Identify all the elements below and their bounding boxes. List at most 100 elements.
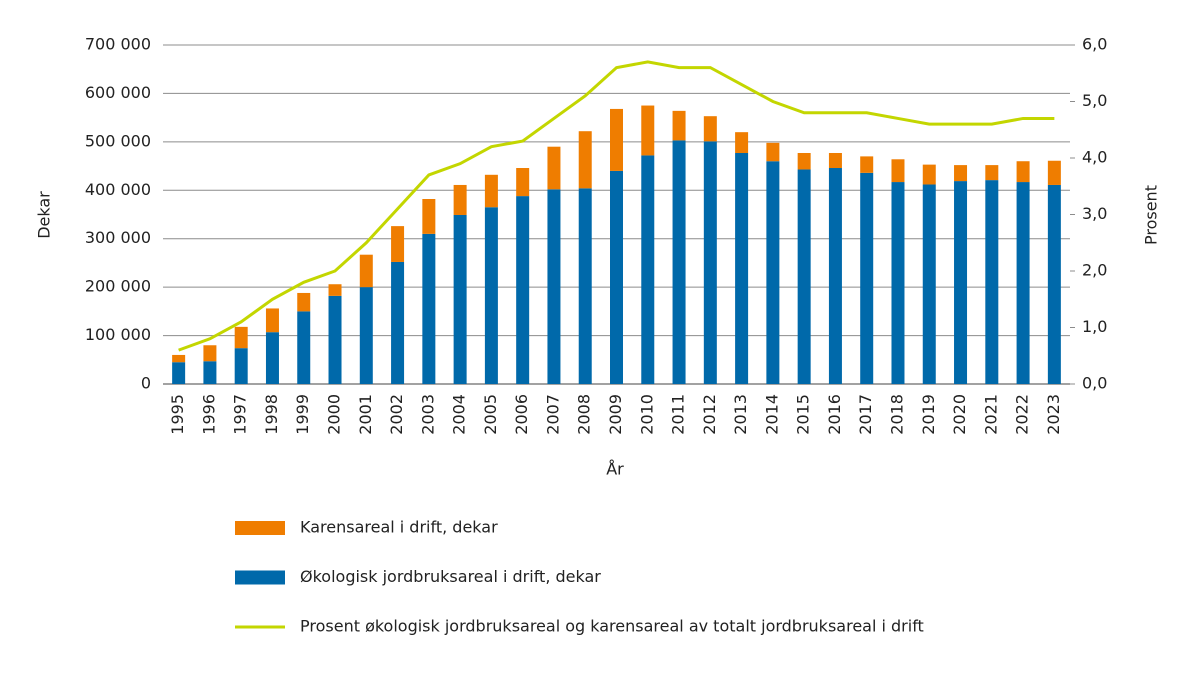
bar: [954, 181, 968, 384]
y2-tick-label: 1,0: [1082, 317, 1107, 336]
legend-swatch: [235, 570, 285, 585]
bar: [672, 110, 686, 141]
x-tick-label: 2005: [481, 394, 500, 435]
x-tick-label: 1999: [293, 394, 312, 435]
x-tick-label: 2022: [1013, 394, 1032, 435]
bar: [391, 261, 405, 384]
bar: [172, 354, 186, 363]
x-tick-label: 2011: [669, 394, 688, 435]
x-tick-label: 2016: [825, 394, 844, 435]
bar: [422, 233, 436, 384]
bar: [578, 131, 592, 189]
x-axis-title: År: [606, 460, 624, 479]
bar: [985, 165, 999, 181]
y2-tick-label: 5,0: [1082, 91, 1107, 110]
bar: [516, 196, 530, 384]
y-tick-label: 600 000: [85, 83, 151, 102]
bar: [328, 295, 342, 384]
bar: [297, 292, 311, 312]
y-tick-label: 700 000: [85, 35, 151, 54]
legend-label: Prosent økologisk jordbruksareal og kare…: [300, 617, 924, 636]
bar: [703, 116, 717, 142]
y2-axis-title: Prosent: [1142, 185, 1161, 245]
bar: [797, 169, 811, 384]
x-tick-label: 2003: [418, 394, 437, 435]
bar: [610, 170, 623, 384]
bar: [265, 308, 279, 333]
bar: [453, 214, 467, 384]
x-tick-label: 2023: [1044, 394, 1063, 435]
bar: [672, 140, 686, 384]
bar: [265, 332, 279, 384]
bar: [578, 188, 592, 384]
bar: [547, 189, 561, 384]
bar: [922, 164, 936, 185]
bar: [203, 361, 217, 384]
bar: [359, 254, 373, 288]
x-tick-label: 2015: [794, 394, 813, 435]
bar: [453, 184, 467, 215]
bar: [641, 105, 655, 156]
bar: [797, 152, 811, 170]
x-tick-label: 2017: [856, 394, 875, 435]
x-tick-label: 2014: [762, 394, 781, 435]
bar: [703, 141, 717, 384]
y-tick-label: 200 000: [85, 277, 151, 296]
x-tick-label: 1998: [262, 394, 281, 435]
bar: [735, 132, 749, 153]
bar: [1016, 161, 1030, 183]
y-tick-label: 500 000: [85, 131, 151, 150]
x-tick-label: 1997: [231, 394, 250, 435]
line: [178, 60, 1055, 352]
x-tick-label: 2008: [575, 394, 594, 435]
x-tick-label: 2004: [450, 394, 469, 435]
bar: [922, 184, 936, 384]
bar: [1016, 182, 1030, 384]
bar: [234, 348, 248, 384]
y2-tick-label: 4,0: [1082, 148, 1107, 167]
bar: [359, 287, 373, 384]
bar: [766, 142, 780, 162]
bar: [735, 152, 749, 384]
x-tick-label: 2018: [887, 394, 906, 435]
y-tick-label: 300 000: [85, 228, 151, 247]
y2-tick-label: 0,0: [1082, 374, 1107, 393]
x-tick-label: 2006: [512, 394, 531, 435]
bar: [234, 326, 248, 349]
x-tick-label: 1996: [199, 394, 218, 435]
x-tick-label: 1995: [168, 394, 187, 435]
bar: [547, 146, 561, 190]
legend-label: Karensareal i drift, dekar: [300, 518, 498, 537]
bar: [516, 168, 530, 197]
bar: [1047, 184, 1061, 384]
bar: [172, 362, 186, 384]
legend-label: Økologisk jordbruksareal i drift, dekar: [300, 567, 601, 586]
bar: [860, 172, 874, 384]
x-tick-label: 2013: [731, 394, 750, 435]
bar: [641, 155, 655, 384]
bar: [297, 311, 311, 384]
x-tick-label: 2001: [356, 394, 375, 435]
bar: [391, 226, 405, 262]
bar: [891, 159, 905, 183]
x-tick-label: 2019: [919, 394, 938, 435]
bar: [860, 156, 874, 173]
x-tick-label: 2009: [606, 394, 625, 435]
y-tick-label: 100 000: [85, 325, 151, 344]
y2-tick-label: 2,0: [1082, 261, 1107, 280]
bar: [985, 180, 999, 384]
bar: [891, 182, 905, 384]
y-axis-title: Dekar: [35, 191, 54, 239]
x-tick-label: 2010: [637, 394, 656, 435]
bar: [484, 174, 498, 208]
bar: [328, 284, 342, 296]
x-tick-label: 2012: [700, 394, 719, 435]
bar: [1047, 160, 1061, 185]
x-tick-label: 2007: [543, 394, 562, 435]
bar: [484, 207, 498, 384]
bar: [828, 168, 842, 384]
bar: [766, 161, 780, 384]
y2-tick-label: 6,0: [1082, 35, 1107, 54]
bar: [203, 345, 217, 362]
